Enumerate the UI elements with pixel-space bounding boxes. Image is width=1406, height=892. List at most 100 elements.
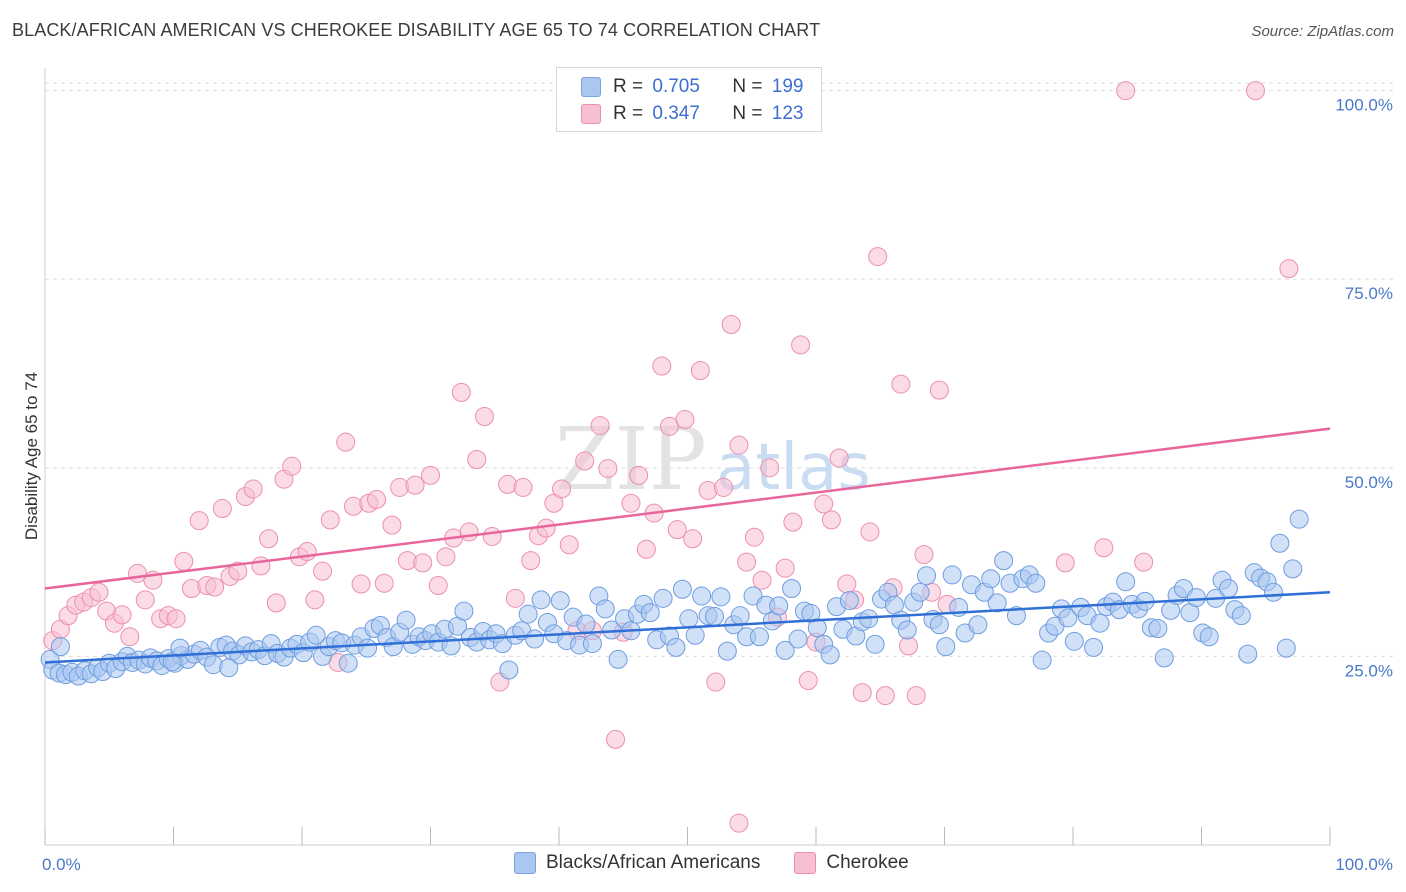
cherokee-point — [906, 686, 926, 706]
black-african-american-point — [531, 590, 551, 610]
cherokee-point — [621, 493, 641, 513]
cherokee-point — [336, 432, 356, 452]
cherokee-point — [575, 451, 595, 471]
x-tick-label-min: 0.0% — [42, 855, 81, 874]
cherokee-point — [899, 636, 919, 656]
black-african-american-point — [704, 606, 724, 626]
y-tick-label: 50.0% — [1345, 473, 1393, 492]
black-african-american-point — [711, 587, 731, 607]
cherokee-point — [313, 561, 333, 581]
black-african-american-point — [50, 637, 70, 657]
legend-swatch-pink — [794, 852, 817, 874]
black-african-american-point — [219, 658, 239, 678]
black-african-american-point — [1058, 608, 1078, 628]
legend-n-label: N = — [732, 76, 763, 97]
black-african-american-point — [608, 649, 628, 669]
black-african-american-point — [1270, 533, 1290, 553]
legend-r-label: R = — [613, 103, 644, 124]
black-african-american-point — [929, 615, 949, 635]
black-african-american-point — [576, 614, 596, 634]
cherokee-point — [713, 477, 733, 497]
cherokee-point — [351, 574, 371, 594]
cherokee-point — [598, 459, 618, 479]
black-african-american-point — [717, 641, 737, 661]
cherokee-point — [814, 494, 834, 514]
cherokee-point — [513, 477, 533, 497]
stats-legend: R = 0.705 N = 199 R = 0.347 N = 123 — [556, 67, 822, 132]
legend-r-label: R = — [613, 76, 644, 97]
cherokee-point — [428, 575, 448, 595]
black-african-american-point — [782, 579, 802, 599]
black-african-american-point — [981, 569, 1001, 589]
black-african-american-point — [1276, 638, 1296, 658]
black-african-american-point — [1064, 631, 1084, 651]
legend-n-label: N = — [732, 103, 763, 124]
black-african-american-point — [1116, 572, 1136, 592]
cherokee-point — [706, 672, 726, 692]
cherokee-point — [868, 247, 888, 267]
cherokee-point — [120, 627, 140, 647]
cherokee-point — [189, 511, 209, 531]
cherokee-point — [521, 551, 541, 571]
black-african-american-point — [582, 634, 602, 654]
black-african-american-point — [685, 625, 705, 645]
cherokee-point — [166, 609, 186, 629]
cherokee-trend-line — [44, 427, 1331, 590]
black-african-american-point — [499, 660, 519, 680]
black-african-american-trend-line — [44, 591, 1331, 664]
legend-swatch-blue — [514, 852, 536, 874]
cherokee-point — [505, 588, 525, 608]
black-african-american-point — [917, 566, 937, 586]
cherokee-point — [852, 683, 872, 703]
cherokee-point — [829, 448, 849, 468]
black-african-american-point — [749, 627, 769, 647]
black-african-american-point — [743, 586, 763, 606]
cherokee-point — [251, 556, 271, 576]
cherokee-point — [343, 496, 363, 516]
cherokee-point — [474, 407, 494, 427]
cherokee-point — [860, 522, 880, 542]
cherokee-point — [89, 582, 109, 602]
cherokee-point — [1055, 553, 1075, 573]
cherokee-point — [798, 671, 818, 691]
cherokee-point — [744, 527, 764, 547]
black-african-american-point — [1263, 582, 1283, 602]
cherokee-point — [783, 512, 803, 532]
cherokee-point — [821, 510, 841, 530]
black-african-american-point — [1090, 613, 1110, 633]
black-african-american-point — [1148, 618, 1168, 638]
black-african-american-point — [170, 638, 190, 658]
black-african-american-point — [775, 640, 795, 660]
black-african-american-point — [807, 618, 827, 638]
black-african-american-point — [1199, 627, 1219, 647]
cherokee-point — [875, 686, 895, 706]
cherokee-point — [737, 552, 757, 572]
gridlines — [45, 82, 1395, 657]
cherokee-point — [914, 545, 934, 565]
cherokee-point — [181, 579, 201, 599]
black-african-american-point — [910, 582, 930, 602]
black-african-american-point — [666, 637, 686, 657]
black-african-american-point — [987, 593, 1007, 613]
cherokee-point — [320, 510, 340, 530]
legend-r-value: 0.347 — [652, 103, 700, 124]
cherokee-point — [629, 465, 649, 485]
cherokee-point — [421, 465, 440, 485]
cherokee-point — [243, 479, 263, 499]
cherokee-point — [228, 561, 248, 581]
black-african-american-point — [942, 565, 962, 585]
legend-item-cherokee[interactable]: Cherokee — [794, 852, 909, 874]
source-credit: Source: ZipAtlas.com — [1251, 23, 1394, 40]
cherokee-point — [698, 480, 718, 500]
cherokee-point — [721, 314, 741, 334]
cherokee-point — [174, 551, 194, 571]
cherokee-point — [205, 577, 225, 597]
legend-item-blacks[interactable]: Blacks/African Americans — [514, 852, 760, 874]
cherokee-point — [590, 416, 610, 436]
legend-n-value: 199 — [771, 76, 804, 97]
black-african-american-point — [1154, 648, 1174, 668]
cherokee-point — [498, 474, 518, 494]
cherokee-point — [1134, 552, 1154, 572]
black-african-american-points — [40, 509, 1309, 686]
